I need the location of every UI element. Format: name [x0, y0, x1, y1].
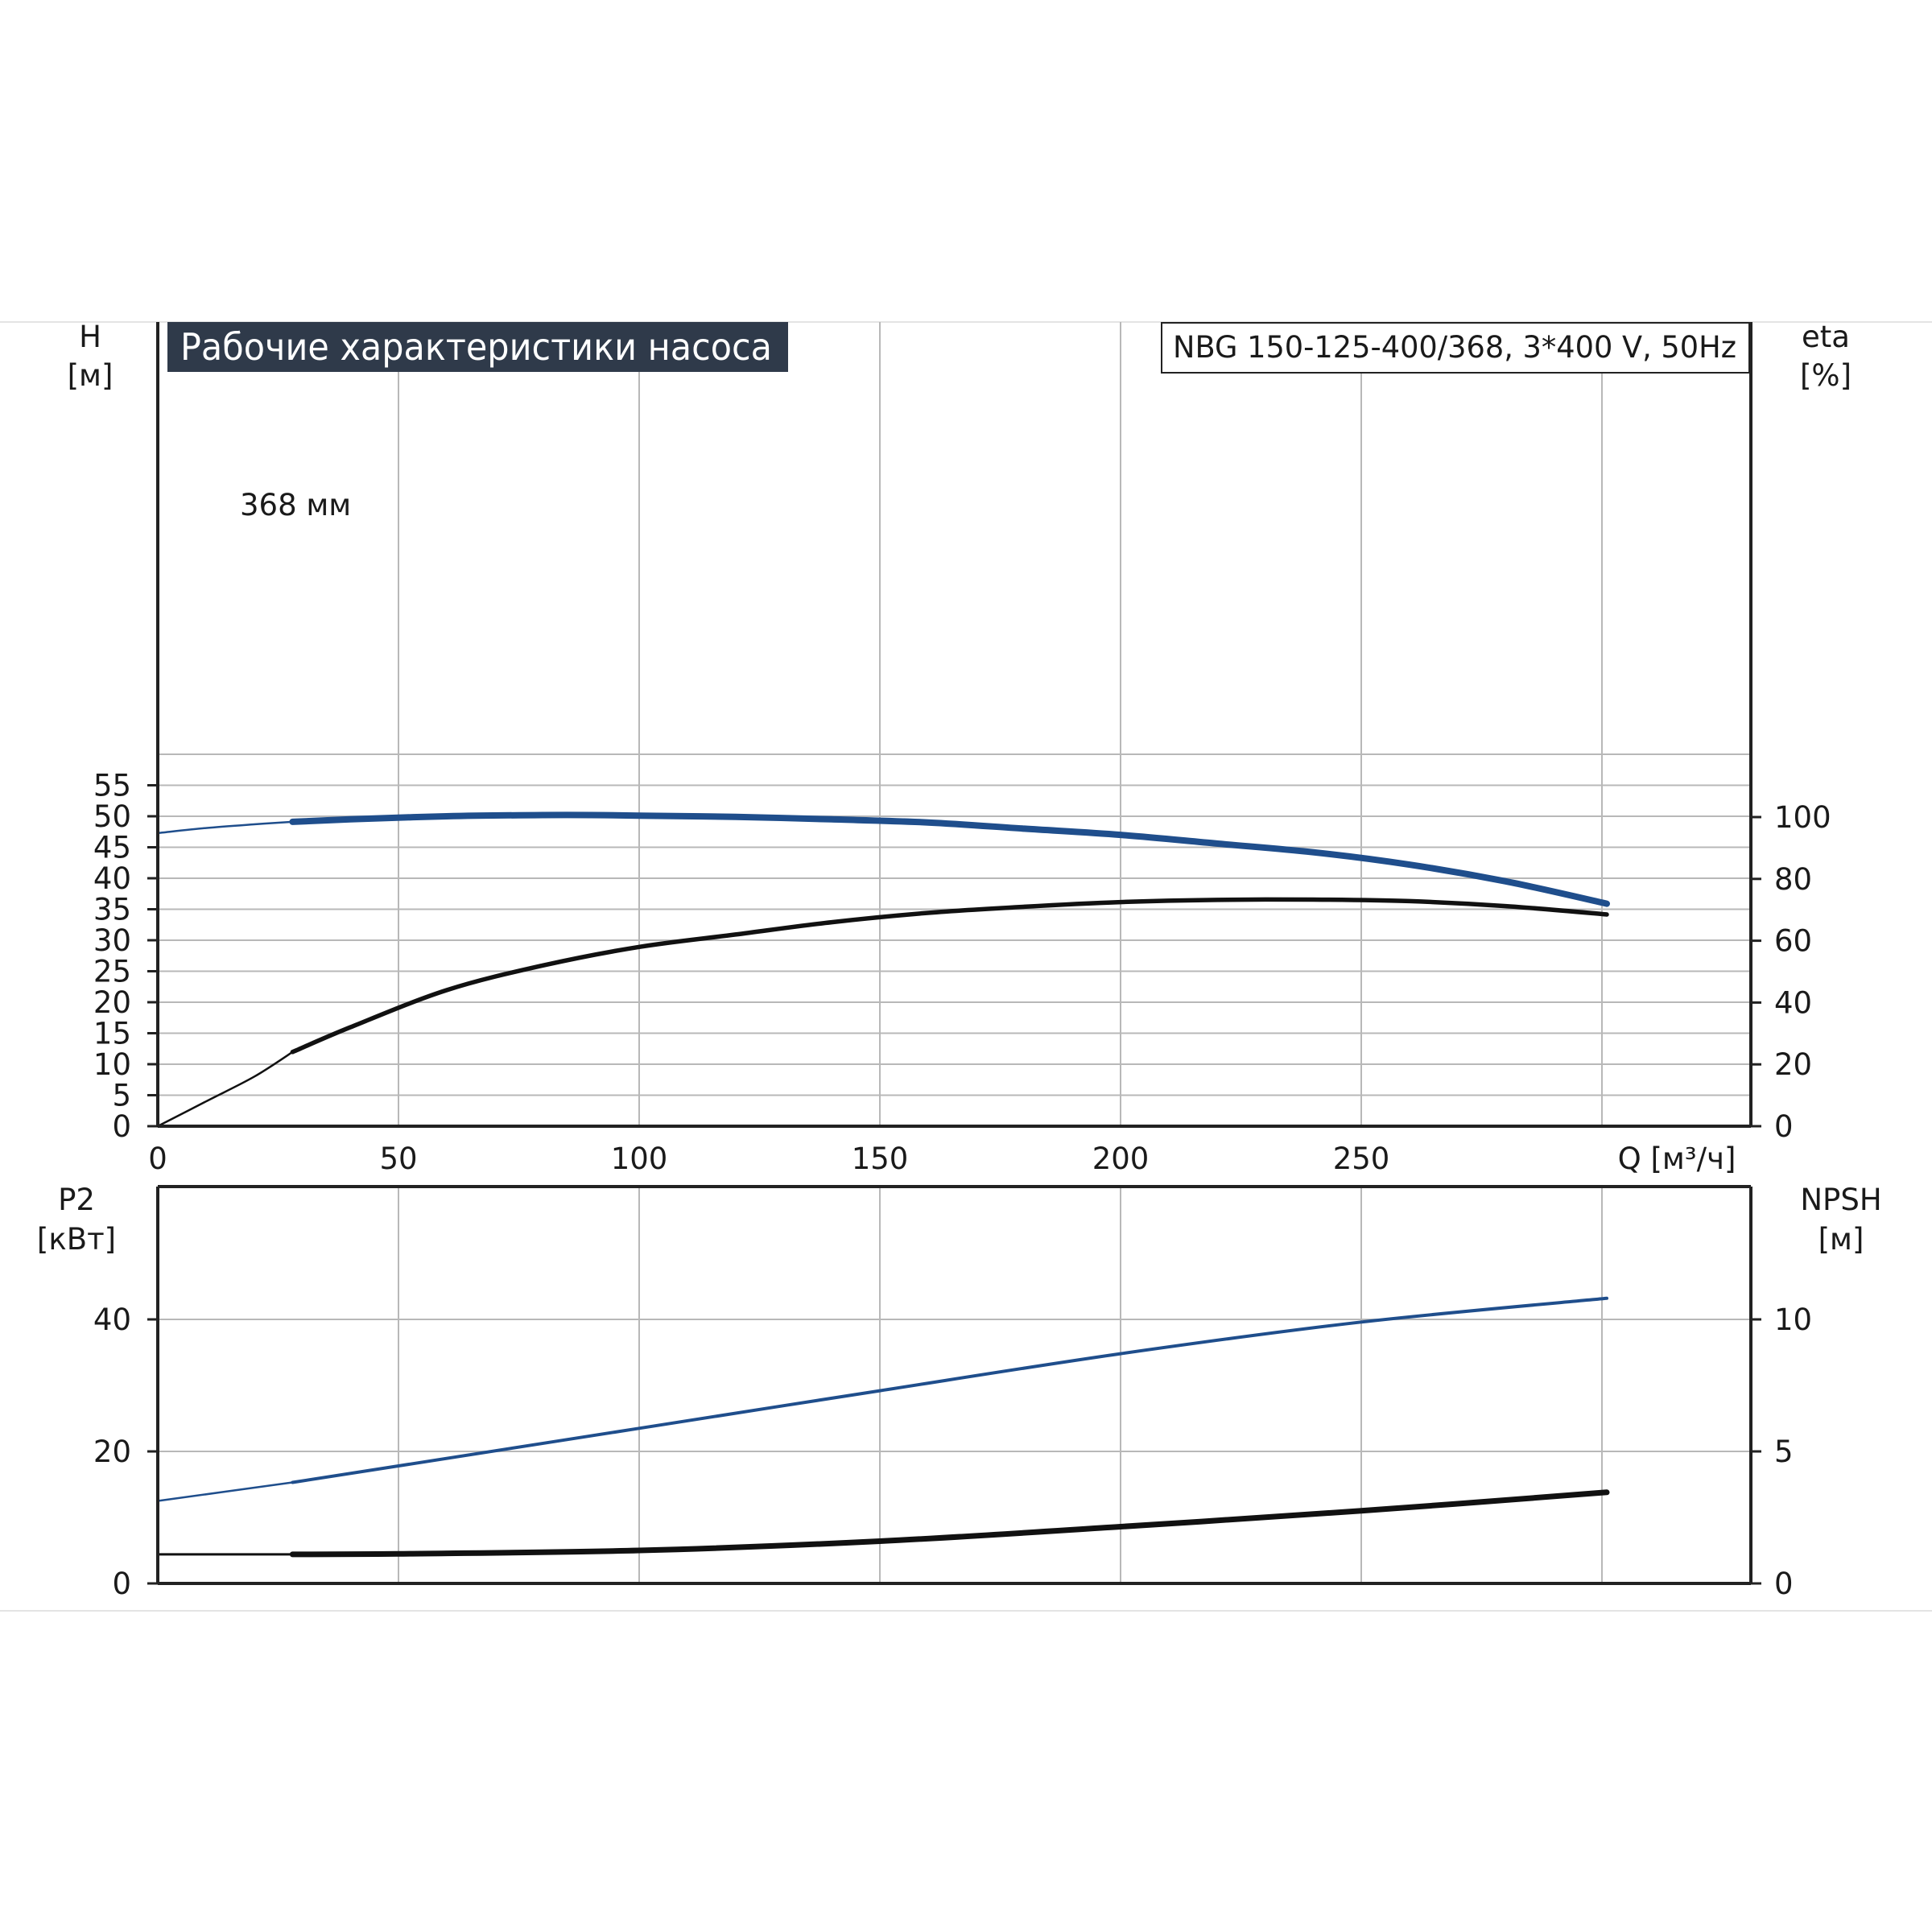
- top-left-axis-label-line2: [м]: [68, 358, 114, 393]
- bottom-left-axis-label-line1: P2: [58, 1183, 95, 1217]
- top-right-axis-label-line2: [%]: [1800, 358, 1852, 393]
- top-left-tick-label: 45: [93, 831, 131, 865]
- top-left-tick-label: 35: [93, 893, 131, 927]
- top-left-tick-label: 0: [112, 1109, 131, 1144]
- efficiency-curve: [290, 897, 1609, 1055]
- model-box: [1161, 322, 1750, 374]
- bottom-right-tick-label: 5: [1774, 1435, 1794, 1469]
- head-curve: [289, 811, 1610, 907]
- bottom-right-tick-label: 0: [1774, 1567, 1794, 1601]
- bottom-right-tick-label: 10: [1774, 1302, 1812, 1337]
- top-left-tick-label: 25: [93, 955, 131, 989]
- top-panel-ticks: 0 50 100 150 200 2500510152025303540455055020…: [93, 769, 1831, 1177]
- bottom-right-axis-label-line2: [м]: [1818, 1222, 1864, 1257]
- top-right-tick-label: 20: [1774, 1047, 1812, 1082]
- chart-curves: [156, 811, 1610, 1558]
- x-axis-label: Q [м³/ч]: [1618, 1141, 1736, 1176]
- chart-title: Рабочие характеристики насоса: [180, 325, 772, 369]
- impeller-diameter-label: 368 мм: [240, 488, 351, 522]
- efficiency-curve-extrapolated: [156, 1051, 294, 1128]
- model-label: NBG 150-125-400/368, 3*400 V, 50Hz: [1173, 330, 1736, 365]
- top-left-tick-label: 30: [93, 923, 131, 958]
- top-left-tick-label: 20: [93, 985, 131, 1020]
- top-left-tick-label: 40: [93, 861, 131, 896]
- bottom-left-tick-label: 0: [112, 1567, 131, 1601]
- bottom-left-axis-label-line2: [кВт]: [37, 1222, 116, 1257]
- bottom-panel-grid: [158, 1187, 1751, 1583]
- chart-title-box: [167, 322, 788, 372]
- bottom-panel-ticks: 0 20 40 0 5 10: [93, 1302, 1812, 1601]
- x-tick-label: 200: [1092, 1141, 1150, 1176]
- bottom-left-tick-label: 20: [93, 1435, 131, 1469]
- bottom-left-tick-label: 40: [93, 1302, 131, 1337]
- head-curve-extrapolated: [156, 820, 294, 835]
- x-tick-label: 250: [1333, 1141, 1390, 1176]
- top-left-tick-label: 55: [93, 769, 131, 803]
- top-right-tick-label: 100: [1774, 800, 1831, 835]
- top-right-tick-label: 40: [1774, 985, 1812, 1020]
- x-tick-label: 0: [148, 1141, 167, 1176]
- x-tick-label: 100: [611, 1141, 668, 1176]
- bottom-right-axis-label-line1: NPSH: [1800, 1183, 1881, 1217]
- top-right-tick-label: 80: [1774, 862, 1812, 897]
- top-left-axis-label-line1: H: [79, 320, 101, 354]
- top-right-tick-label: 0: [1774, 1109, 1794, 1144]
- top-panel-grid: [158, 322, 1751, 1126]
- top-left-tick-label: 50: [93, 799, 131, 834]
- npsh-curve: [289, 1489, 1610, 1558]
- x-tick-label: 150: [852, 1141, 909, 1176]
- power-p2-curve-extrapolated: [156, 1481, 294, 1502]
- power-p2-curve: [291, 1296, 1608, 1484]
- top-right-tick-label: 60: [1774, 924, 1812, 959]
- top-right-axis-label-line1: eta: [1802, 320, 1850, 354]
- top-left-tick-label: 15: [93, 1017, 131, 1051]
- x-tick-label: 50: [379, 1141, 417, 1176]
- top-left-tick-label: 5: [112, 1079, 131, 1113]
- top-left-tick-label: 10: [93, 1047, 131, 1082]
